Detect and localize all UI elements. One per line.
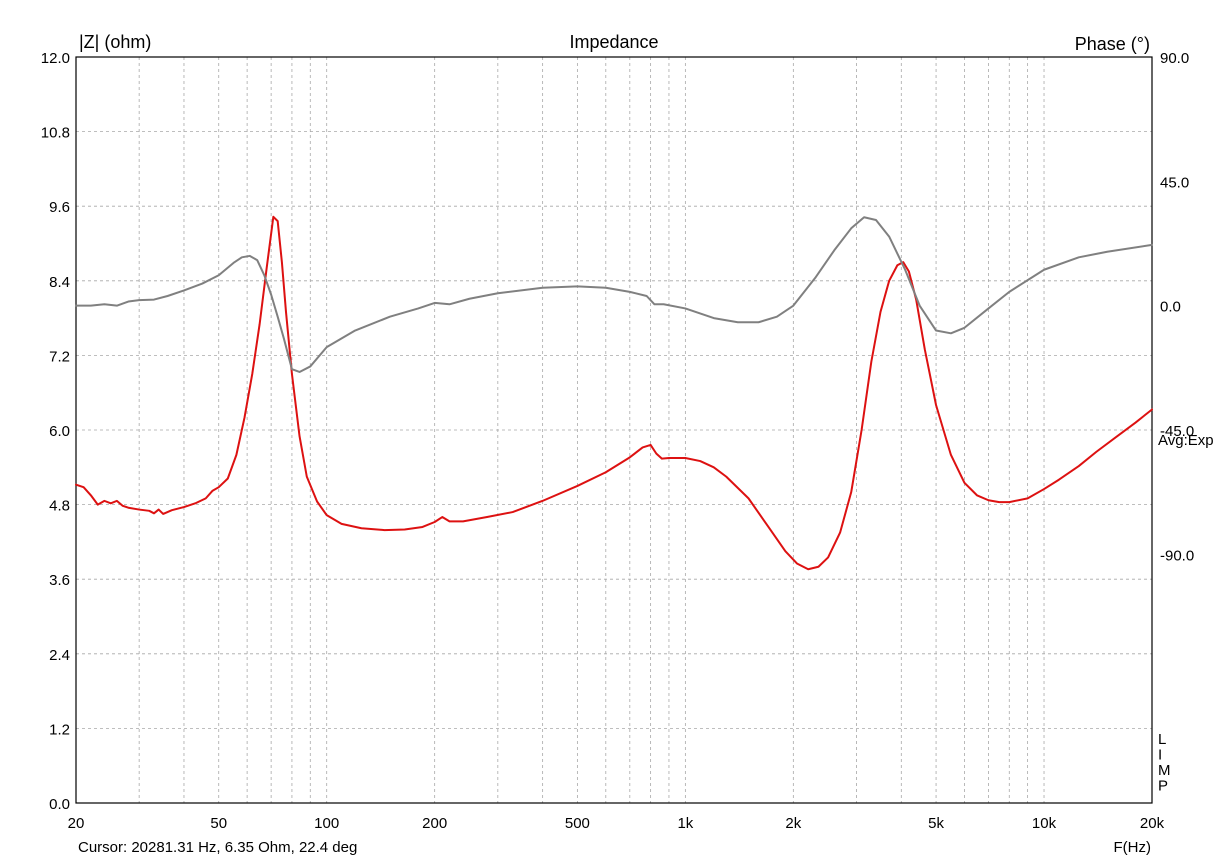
- y2-axis-label: Phase (°): [1075, 34, 1150, 54]
- limp-label-letter: L: [1158, 731, 1166, 748]
- y-tick-label: 2.4: [49, 647, 70, 664]
- y-tick-label: 10.8: [41, 125, 70, 142]
- y-tick-label: 1.2: [49, 721, 70, 738]
- x-tick-label: 20: [68, 815, 85, 832]
- y-tick-label: 0.0: [49, 796, 70, 813]
- y-axis-ticks: 0.0 1.2 2.4 3.6 4.8 6.0 7.2 8.4 9.6 10.8 12.0: [41, 50, 70, 813]
- y2-tick-label: 90.0: [1160, 50, 1189, 67]
- y-tick-label: 12.0: [41, 50, 70, 67]
- y2-tick-label: 45.0: [1160, 174, 1189, 191]
- y-axis-label: |Z| (ohm): [79, 32, 151, 52]
- x-tick-label: 10k: [1032, 815, 1057, 832]
- limp-label-letter: I: [1158, 747, 1162, 764]
- chart-title: Impedance: [569, 32, 658, 52]
- cursor-readout: Cursor: 20281.31 Hz, 6.35 Ohm, 22.4 deg: [78, 839, 357, 856]
- impedance-curve: [75, 215, 1153, 571]
- x-axis-ticks: 20 50 100 200 500 1k 2k 5k 10k 20k: [68, 815, 1165, 832]
- average-mode-label: Avg:Exp: [1158, 432, 1214, 449]
- grid-lines: [76, 57, 1152, 803]
- x-tick-label: 100: [314, 815, 339, 832]
- x-tick-label: 500: [565, 815, 590, 832]
- x-axis-label: F(Hz): [1114, 839, 1152, 856]
- x-tick-label: 20k: [1140, 815, 1165, 832]
- y-tick-label: 3.6: [49, 572, 70, 589]
- x-tick-label: 200: [422, 815, 447, 832]
- limp-label-letter: P: [1158, 778, 1168, 795]
- x-tick-label: 50: [210, 815, 227, 832]
- y-tick-label: 9.6: [49, 199, 70, 216]
- x-tick-label: 2k: [785, 815, 801, 832]
- curves: [75, 215, 1153, 571]
- x-tick-label: 5k: [928, 815, 944, 832]
- plot-frame: [75, 56, 1153, 804]
- limp-label-letter: M: [1158, 762, 1171, 779]
- y-tick-label: 8.4: [49, 274, 70, 291]
- y-tick-label: 4.8: [49, 498, 70, 515]
- y2-tick-label: -90.0: [1160, 547, 1194, 564]
- y2-axis-ticks: 90.0 45.0 0.0 -45.0 -90.0: [1160, 50, 1194, 564]
- y-tick-label: 6.0: [49, 423, 70, 440]
- y2-tick-label: -45.0: [1160, 423, 1194, 440]
- x-tick-label: 1k: [677, 815, 693, 832]
- y2-tick-label: 0.0: [1160, 299, 1181, 316]
- phase-curve: [75, 216, 1153, 373]
- y-tick-label: 7.2: [49, 348, 70, 365]
